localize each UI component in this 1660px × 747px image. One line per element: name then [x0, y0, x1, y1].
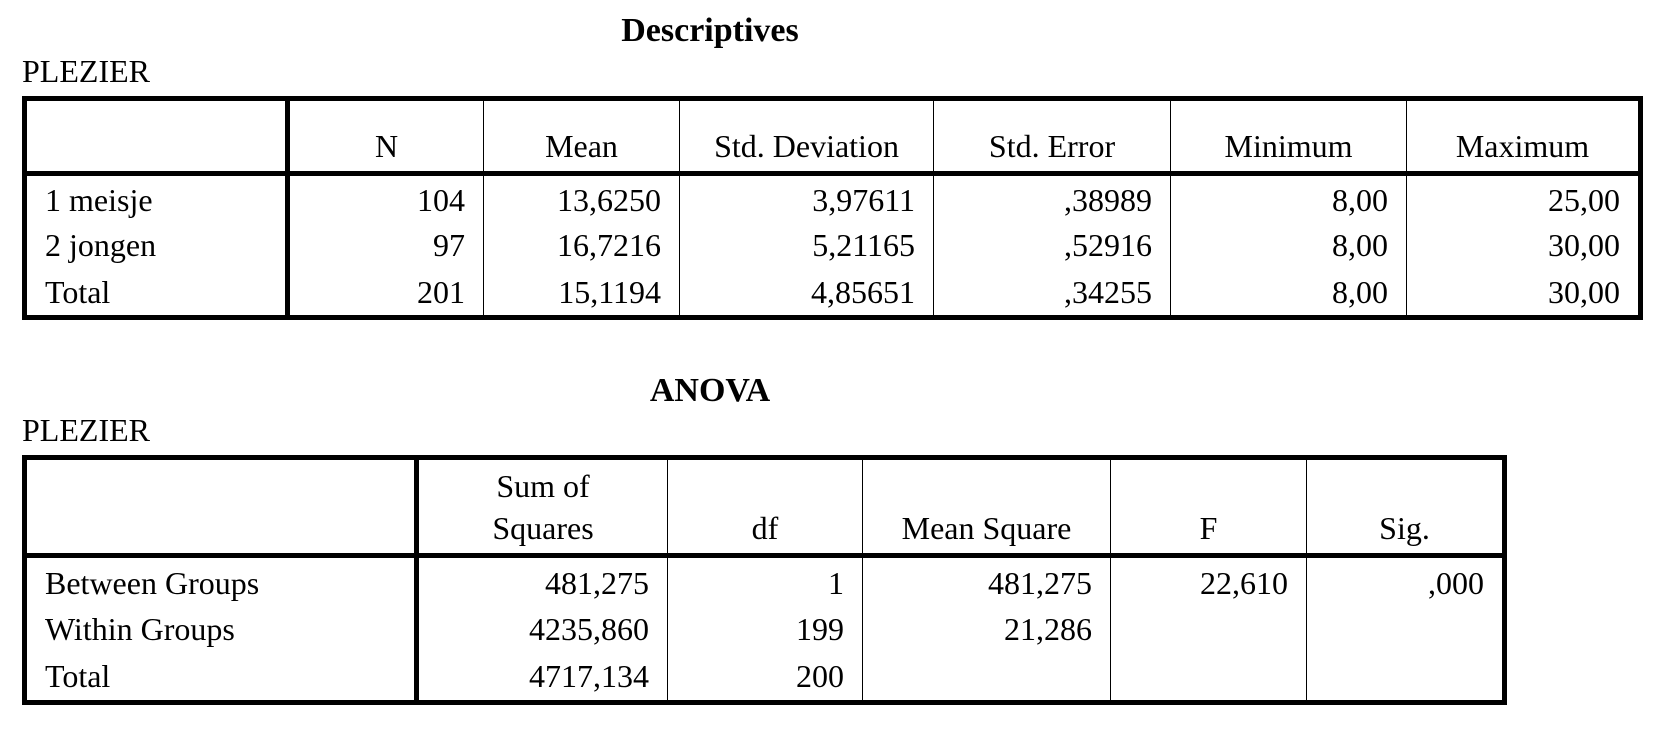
- column-header-line: Sum of: [496, 468, 590, 504]
- table-cell: 481,275: [862, 555, 1111, 605]
- table-cell: 21,286: [862, 604, 1111, 654]
- column-header: Std. Error: [933, 98, 1171, 174]
- table-cell: [1110, 604, 1307, 654]
- table-cell: 4,85651: [679, 269, 934, 318]
- column-header-line: Squares: [492, 510, 594, 546]
- column-header: Std. Deviation: [679, 98, 934, 174]
- column-header: N: [374, 128, 399, 164]
- table-cell: 8,00: [1170, 173, 1407, 222]
- table-row: 2 jongen 97 16,7216 5,21165 ,52916 8,00 …: [24, 221, 1641, 270]
- table-cell: [1110, 653, 1307, 703]
- table-cell: 481,275: [545, 564, 649, 601]
- table-cell: ,38989: [933, 173, 1171, 222]
- anova-title: ANOVA: [649, 372, 771, 409]
- row-label: 2 jongen: [24, 221, 290, 270]
- table-cell: 104: [417, 182, 465, 219]
- column-header: F: [1110, 457, 1307, 556]
- column-header: df: [667, 457, 863, 556]
- column-header-line: Mean Square: [901, 510, 1072, 546]
- descriptives-title: Descriptives: [621, 12, 799, 49]
- column-header: Mean: [483, 98, 680, 174]
- table-cell: 1: [667, 555, 863, 605]
- table-cell: 8,00: [1170, 221, 1407, 270]
- table-cell: 200: [667, 653, 863, 703]
- corner-cell: [24, 457, 419, 556]
- row-label: Within Groups: [24, 604, 419, 654]
- column-header: Minimum: [1170, 98, 1407, 174]
- column-header-line: Sig.: [1379, 510, 1430, 546]
- descriptives-table: N Mean Std. Deviation Std. Error Minimum…: [22, 96, 1643, 320]
- row-label: Between Groups: [24, 555, 419, 605]
- table-cell: 5,21165: [679, 221, 934, 270]
- table-row: Between Groups 481,275 1 481,275 22,610 …: [24, 555, 1505, 605]
- table-cell: 25,00: [1406, 173, 1641, 222]
- table-cell: 8,00: [1170, 269, 1407, 318]
- corner-cell: [24, 98, 290, 174]
- table-cell: 97: [433, 227, 465, 263]
- column-header: Maximum: [1406, 98, 1641, 174]
- table-cell: [1306, 604, 1505, 654]
- table-cell: 22,610: [1110, 555, 1307, 605]
- table-cell: 15,1194: [483, 269, 680, 318]
- column-header-line: df: [751, 510, 779, 546]
- table-cell: [1306, 653, 1505, 703]
- table-cell: 201: [417, 273, 465, 310]
- anova-dependent-label: PLEZIER: [22, 412, 150, 448]
- table-header-row: Sum of Squares df Mean Square F Sig.: [24, 457, 1505, 556]
- descriptives-dependent-label: PLEZIER: [22, 53, 150, 89]
- column-header: Sum of Squares: [417, 458, 668, 556]
- table-cell: 13,6250: [483, 173, 680, 222]
- table-row: 1 meisje 104 13,6250 3,97611 ,38989 8,00…: [24, 173, 1641, 222]
- anova-table: Sum of Squares df Mean Square F Sig. Bet…: [22, 455, 1507, 705]
- column-header: Sig.: [1306, 457, 1505, 556]
- table-row: Total 201 15,1194 4,85651 ,34255 8,00 30…: [24, 269, 1641, 318]
- table-cell: 30,00: [1406, 269, 1641, 318]
- table-cell: 16,7216: [483, 221, 680, 270]
- table-cell: 3,97611: [679, 173, 934, 222]
- table-cell: 4235,860: [529, 610, 649, 647]
- row-label: Total: [24, 653, 419, 703]
- table-row: Within Groups 4235,860 199 21,286: [24, 604, 1505, 654]
- row-label: Total: [24, 269, 290, 318]
- table-row: Total 4717,134 200: [24, 653, 1505, 703]
- table-header-row: N Mean Std. Deviation Std. Error Minimum…: [24, 98, 1641, 174]
- column-header-line: F: [1199, 510, 1218, 546]
- table-cell: ,52916: [933, 221, 1171, 270]
- row-label: 1 meisje: [24, 173, 290, 222]
- table-cell: ,34255: [933, 269, 1171, 318]
- column-header: Mean Square: [862, 457, 1111, 556]
- table-cell: 199: [667, 604, 863, 654]
- table-cell: [862, 653, 1111, 703]
- table-cell: 30,00: [1406, 221, 1641, 270]
- table-cell: ,000: [1306, 555, 1505, 605]
- table-cell: 4717,134: [529, 658, 649, 695]
